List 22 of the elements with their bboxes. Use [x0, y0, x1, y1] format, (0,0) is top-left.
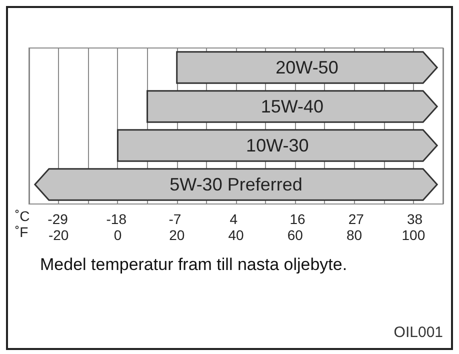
y-tick-label: 5W-30 Preferred [170, 174, 302, 194]
y-tick-label: 10W-30 [246, 136, 309, 156]
x2-tick-label: 16 [290, 211, 306, 227]
text: OIL001 [394, 324, 444, 341]
y-tick-label: 15W-40 [260, 96, 324, 116]
x2-tick-label: 4 [230, 211, 238, 227]
x2-tick-label: 27 [348, 211, 364, 227]
x-tick-label: 40 [228, 227, 244, 243]
x-tick-label: 80 [346, 227, 362, 243]
x2-tick-label: -7 [168, 211, 182, 227]
x-tick-label: -20 [48, 227, 69, 243]
x-axis-title: ˚F [15, 224, 28, 240]
text: Medel temperatur fram till nasta oljebyte. [40, 255, 348, 274]
x2-tick-label: -29 [48, 211, 68, 227]
x-tick-label: 20 [169, 227, 185, 243]
x2-tick-label: -18 [106, 211, 127, 227]
x-tick-label: 60 [287, 227, 304, 243]
x-tick-label: 100 [402, 227, 426, 243]
x-tick-label: 0 [114, 227, 122, 243]
y-tick-label: 20W-50 [276, 58, 338, 78]
x2-tick-label: 38 [406, 211, 423, 227]
x2-axis-title: ˚C [15, 208, 30, 224]
